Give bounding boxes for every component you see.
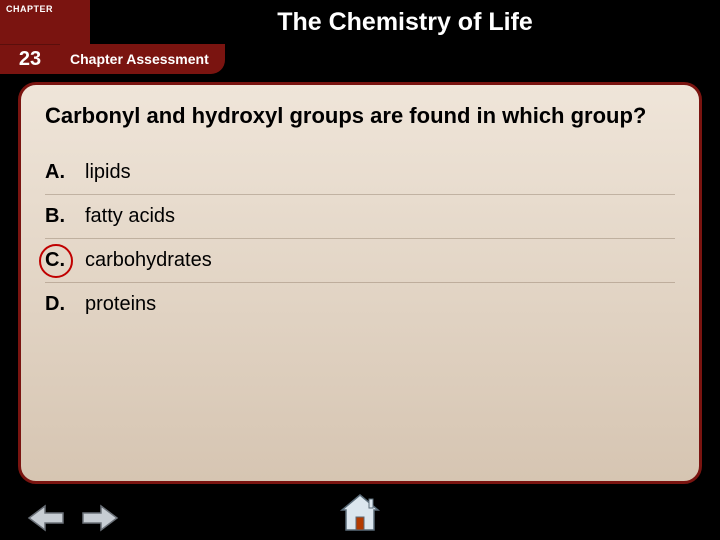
chapter-box: CHAPTER	[0, 0, 90, 44]
chapter-number-text: 23	[19, 48, 41, 71]
question-text: Carbonyl and hydroxyl groups are found i…	[45, 103, 675, 129]
header-row: CHAPTER The Chemistry of Life	[0, 0, 720, 44]
assessment-tab: Chapter Assessment	[60, 44, 225, 74]
option-text: fatty acids	[85, 205, 175, 228]
assessment-tab-label: Chapter Assessment	[70, 51, 209, 67]
option-letter: D.	[45, 293, 79, 316]
option-row[interactable]: D. proteins	[45, 283, 675, 326]
home-button[interactable]	[338, 492, 382, 534]
option-text: carbohydrates	[85, 249, 212, 272]
option-letter: B.	[45, 205, 79, 228]
chapter-label: CHAPTER	[6, 4, 84, 14]
options-list: A. lipids B. fatty acids C. carbohydrates D. pr…	[45, 151, 675, 326]
title-area: The Chemistry of Life	[90, 0, 720, 44]
option-row[interactable]: C. carbohydrates	[45, 239, 675, 283]
content-panel: Carbonyl and hydroxyl groups are found i…	[18, 82, 702, 484]
nav-bar	[0, 490, 720, 540]
chapter-number: 23	[0, 44, 60, 74]
option-row[interactable]: B. fatty acids	[45, 195, 675, 239]
page-title: The Chemistry of Life	[277, 8, 533, 37]
arrow-right-icon	[81, 503, 119, 533]
option-row[interactable]: A. lipids	[45, 151, 675, 195]
tab-area: Chapter Assessment	[60, 44, 720, 74]
option-text: lipids	[85, 161, 131, 184]
arrow-left-icon	[27, 503, 65, 533]
sub-header-row: 23 Chapter Assessment	[0, 44, 720, 74]
next-button[interactable]	[80, 502, 120, 534]
option-text: proteins	[85, 293, 156, 316]
option-letter: C.	[45, 249, 79, 272]
home-icon	[339, 493, 381, 533]
option-letter: A.	[45, 161, 79, 184]
prev-button[interactable]	[26, 502, 66, 534]
